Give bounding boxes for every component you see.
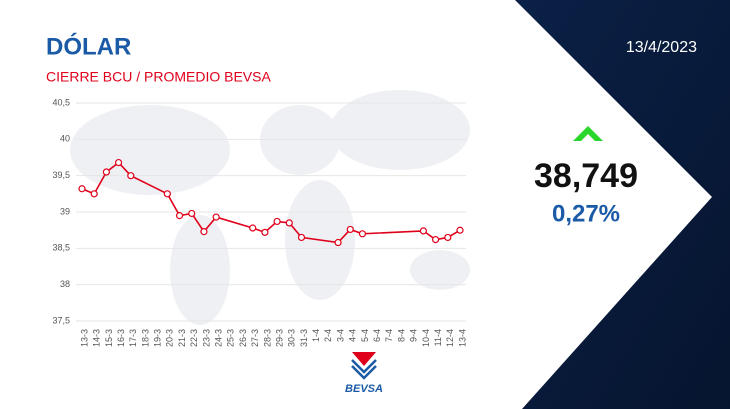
- x-tick-label: 4-4: [348, 329, 358, 342]
- x-tick-label: 9-4: [409, 329, 419, 342]
- x-tick-label: 26-3: [238, 329, 248, 347]
- x-tick-label: 31-3: [299, 329, 309, 347]
- logo-text: BEVSA: [345, 383, 383, 395]
- point: [127, 172, 135, 180]
- y-tick-label: 40: [60, 134, 70, 144]
- x-tick-label: 23-3: [201, 329, 211, 347]
- y-tick-label: 37,5: [52, 315, 70, 325]
- quote-value: 38,749: [534, 157, 638, 195]
- point: [90, 190, 98, 198]
- x-tick-label: 19-3: [153, 329, 163, 347]
- x-tick-label: 1-4: [311, 329, 321, 342]
- point: [444, 233, 452, 242]
- y-tick-label: 39,5: [52, 170, 70, 180]
- quote-change: 0,27%: [552, 200, 620, 227]
- point: [102, 168, 110, 176]
- point: [200, 228, 208, 236]
- x-tick-label: 28-3: [262, 329, 272, 347]
- x-tick-label: 20-3: [165, 329, 175, 347]
- point: [456, 226, 464, 234]
- y-tick-label: 40,5: [52, 97, 70, 107]
- x-tick-label: 27-3: [250, 329, 260, 347]
- point: [249, 224, 257, 232]
- x-tick-label: 17-3: [128, 329, 138, 347]
- title: DÓLAR: [46, 32, 131, 60]
- x-tick-label: 3-4: [335, 329, 345, 342]
- point: [346, 225, 354, 234]
- point: [273, 217, 281, 226]
- x-tick-label: 7-4: [384, 329, 394, 342]
- x-tick-label: 21-3: [177, 329, 187, 347]
- x-tick-label: 8-4: [396, 329, 406, 342]
- point: [114, 158, 123, 167]
- x-tick-label: 2-4: [323, 329, 333, 342]
- y-tick-label: 38: [60, 279, 70, 289]
- y-tick-label: 38,5: [52, 243, 70, 253]
- x-tick-label: 15-3: [104, 329, 114, 347]
- x-tick-label: 22-3: [189, 329, 199, 347]
- point: [163, 190, 171, 198]
- y-tick-label: 39: [60, 206, 70, 216]
- x-tick-label: 18-3: [140, 329, 150, 347]
- x-tick-label: 5-4: [360, 329, 370, 342]
- logo: BEVSA: [345, 352, 383, 395]
- line: [81, 161, 461, 244]
- point: [175, 212, 184, 220]
- x-tick-label: 10-4: [421, 329, 431, 347]
- up-arrow: [573, 126, 603, 141]
- date: 13/4/2023: [626, 39, 697, 56]
- subtitle: CIERRE BCU / PROMEDIO BEVSA: [46, 69, 271, 85]
- point: [212, 213, 220, 221]
- point: [285, 219, 293, 227]
- x-tick-label: 30-3: [287, 329, 297, 347]
- x-tick-label: 13-3: [79, 329, 89, 347]
- point: [188, 209, 196, 218]
- x-tick-label: 24-3: [214, 329, 224, 347]
- point: [261, 228, 269, 236]
- x-tick-label: 13-4: [457, 329, 467, 347]
- x-tick-label: 12-4: [445, 329, 455, 347]
- x-tick-label: 11-4: [433, 329, 443, 346]
- x-tick-label: 6-4: [372, 329, 382, 342]
- point: [334, 238, 342, 247]
- x-tick-label: 25-3: [226, 329, 236, 347]
- point: [432, 236, 440, 244]
- point: [358, 230, 367, 238]
- point: [419, 227, 428, 235]
- point: [297, 233, 306, 242]
- x-tick-label: 29-3: [274, 329, 284, 347]
- point: [78, 185, 86, 193]
- x-tick-label: 16-3: [116, 329, 126, 347]
- x-tick-label: 14-3: [92, 329, 102, 347]
